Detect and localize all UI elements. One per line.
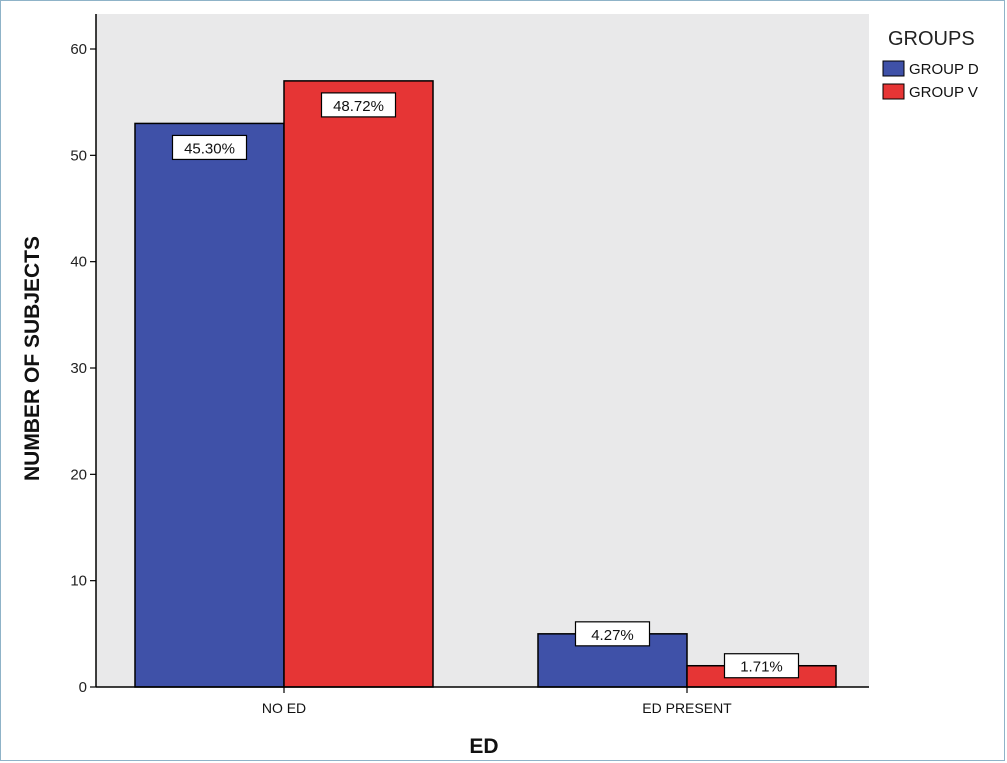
legend-label: GROUP V	[909, 84, 978, 101]
legend-swatch	[882, 60, 905, 77]
data-labels-group: 45.30% 48.72% 4.27% 1.71%	[171, 92, 800, 679]
x-tick-label: NO ED	[262, 700, 306, 716]
data-label: 45.30%	[184, 140, 235, 157]
bar-group-d-no-ed	[134, 122, 285, 688]
x-tick-label: ED PRESENT	[642, 700, 732, 716]
y-tick-label: 0	[79, 679, 87, 696]
data-label-box	[320, 92, 397, 118]
data-label: 4.27%	[591, 627, 634, 644]
y-axis-title: NUMBER OF SUBJECTS	[21, 236, 44, 481]
bars-group	[134, 80, 837, 688]
y-tick-label: 30	[70, 360, 87, 377]
x-axis-title: ED	[469, 735, 498, 758]
y-tick-label: 40	[70, 254, 87, 271]
y-axis-ticks: 0 10 20 30 40 50 60	[70, 41, 96, 696]
data-label-box	[574, 621, 651, 647]
legend-label: GROUP D	[909, 61, 979, 78]
legend-swatch	[882, 83, 905, 100]
y-tick-label: 50	[70, 147, 87, 164]
data-label-box	[723, 653, 800, 679]
x-axis-ticks: NO ED ED PRESENT	[262, 687, 732, 716]
y-tick-label: 60	[70, 41, 87, 58]
y-tick-label: 20	[70, 466, 87, 483]
bar-group-v-no-ed	[283, 80, 434, 688]
legend-title: GROUPS	[888, 28, 975, 50]
data-label: 48.72%	[333, 98, 384, 115]
y-tick-label: 10	[70, 573, 87, 590]
data-label: 1.71%	[740, 659, 783, 676]
legend: GROUP D GROUP V	[882, 60, 979, 101]
data-label-box	[171, 134, 248, 161]
